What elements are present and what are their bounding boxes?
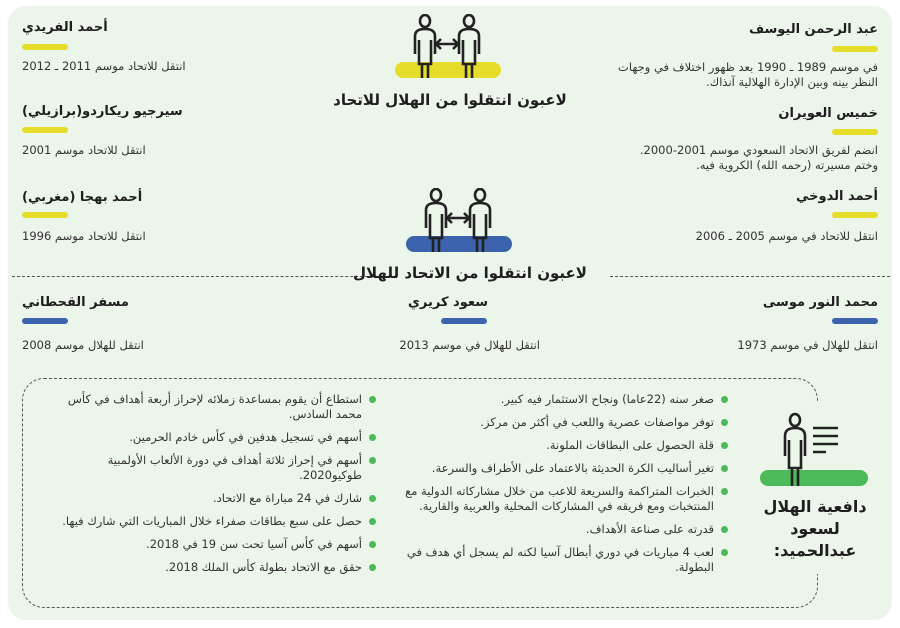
- player-text: انتقل للهلال في موسم 1973: [737, 338, 878, 352]
- reason-text: توفر مواصفات عصرية واللعب في أكثر من مرك…: [480, 415, 714, 429]
- reason-item: لعب 4 مباريات في دوري أبطال آسيا لكنه لم…: [388, 545, 728, 575]
- infographic-card: [8, 6, 892, 620]
- blue-bar: [441, 318, 487, 324]
- player-name: سعود كريري: [408, 295, 488, 310]
- divider: [610, 276, 890, 277]
- reason-item: أسهم في كأس آسيا تحت سن 19 في 2018.: [56, 537, 376, 552]
- bullet-icon: [721, 526, 728, 533]
- divider: [12, 276, 388, 277]
- bullet-icon: [369, 518, 376, 525]
- reason-item: قلة الحصول على البطاقات الملونة.: [388, 438, 728, 453]
- reason-text: أسهم في كأس آسيا تحت سن 19 في 2018.: [146, 537, 362, 551]
- player-text: انتقل للاتحاد موسم 2001: [22, 143, 146, 157]
- player-text: انتقل للاتحاد في موسم 2005 ـ 2006: [695, 229, 878, 243]
- player-list-icon: [760, 412, 868, 486]
- player-name: خميس العويران: [778, 106, 878, 121]
- player-name: أحمد الفريدي: [22, 20, 108, 35]
- player-text: في موسم 1989 ـ 1990 بعد ظهور اختلاف في و…: [618, 60, 878, 89]
- bullet-icon: [721, 465, 728, 472]
- bullet-icon: [721, 549, 728, 556]
- reason-text: قلة الحصول على البطاقات الملونة.: [546, 438, 714, 452]
- reason-item: أسهم في إحراز ثلاثة أهداف في دورة الألعا…: [56, 453, 376, 483]
- reason-item: شارك في 24 مباراة مع الاتحاد.: [56, 491, 376, 506]
- yellow-bar: [22, 44, 68, 50]
- reason-text: قدرته على صناعة الأهداف.: [585, 522, 714, 536]
- section-title: لاعبون انتقلوا من الاتحاد للهلال: [353, 264, 587, 282]
- yellow-bar: [22, 212, 68, 218]
- reason-text: الخبرات المتراكمة والسريعة للاعب من خلال…: [405, 484, 714, 513]
- player-name: مسفر القحطاني: [22, 295, 129, 310]
- player-text: انضم لفريق الاتحاد السعودي موسم 2001-200…: [639, 143, 878, 172]
- reason-item: قدرته على صناعة الأهداف.: [388, 522, 728, 537]
- reason-item: صغر سنه (22عاما) ونجاح الاستثمار فيه كبي…: [388, 392, 728, 407]
- section-title: دافعية الهلال لسعود عبدالحميد:: [763, 497, 867, 560]
- yellow-bar: [832, 212, 878, 218]
- reason-item: حصل على سبع بطاقات صفراء خلال المباريات …: [56, 514, 376, 529]
- reason-item: الخبرات المتراكمة والسريعة للاعب من خلال…: [388, 484, 728, 514]
- bullet-icon: [721, 396, 728, 403]
- player-name: عبد الرحمن اليوسف: [748, 22, 878, 37]
- reason-item: تغير أساليب الكرة الحديثة بالاعتماد على …: [388, 461, 728, 476]
- reason-text: أسهم في تسجيل هدفين في كأس خادم الحرمين.: [129, 430, 362, 444]
- bullet-icon: [369, 495, 376, 502]
- bullet-icon: [369, 396, 376, 403]
- player-text: انتقل للهلال في موسم 2013: [399, 338, 540, 352]
- reason-text: حصل على سبع بطاقات صفراء خلال المباريات …: [62, 514, 362, 528]
- reason-item: توفر مواصفات عصرية واللعب في أكثر من مرك…: [388, 415, 728, 430]
- reason-text: أسهم في إحراز ثلاثة أهداف في دورة الألعا…: [107, 453, 362, 482]
- blue-bar: [22, 318, 68, 324]
- player-text: انتقل للهلال موسم 2008: [22, 338, 144, 352]
- yellow-bar: [832, 129, 878, 135]
- reason-text: استطاع أن يقوم بمساعدة زملائه لإحراز أرب…: [67, 392, 362, 421]
- yellow-bar: [22, 127, 68, 133]
- bullet-icon: [369, 457, 376, 464]
- reason-text: حقق مع الاتحاد بطولة كأس الملك 2018.: [165, 560, 362, 574]
- player-text: انتقل للاتحاد موسم 1996: [22, 229, 146, 243]
- section-title: لاعبون انتقلوا من الهلال للاتحاد: [333, 91, 567, 109]
- reason-item: حقق مع الاتحاد بطولة كأس الملك 2018.: [56, 560, 376, 575]
- reason-text: شارك في 24 مباراة مع الاتحاد.: [212, 491, 362, 505]
- bullet-icon: [369, 434, 376, 441]
- player-name: أحمد الدوخي: [795, 189, 878, 204]
- reason-item: استطاع أن يقوم بمساعدة زملائه لإحراز أرب…: [56, 392, 376, 422]
- bullet-icon: [721, 442, 728, 449]
- blue-bar: [832, 318, 878, 324]
- bullet-icon: [369, 564, 376, 571]
- bullet-icon: [369, 541, 376, 548]
- player-name: أحمد بهجا (مغربي): [22, 190, 143, 205]
- bullet-icon: [721, 488, 728, 495]
- reasons-list-right: صغر سنه (22عاما) ونجاح الاستثمار فيه كبي…: [388, 392, 728, 583]
- reason-item: أسهم في تسجيل هدفين في كأس خادم الحرمين.: [56, 430, 376, 445]
- player-name: محمد النور موسى: [762, 295, 878, 310]
- players-transfer-icon: [406, 188, 512, 252]
- bullet-icon: [721, 419, 728, 426]
- reasons-list-left: استطاع أن يقوم بمساعدة زملائه لإحراز أرب…: [56, 392, 376, 583]
- reason-text: صغر سنه (22عاما) ونجاح الاستثمار فيه كبي…: [500, 392, 714, 406]
- player-name: سيرجيو ريكاردو(برازيلي): [22, 104, 183, 119]
- reason-text: لعب 4 مباريات في دوري أبطال آسيا لكنه لم…: [406, 545, 714, 574]
- players-transfer-icon: [395, 14, 501, 78]
- player-text: انتقل للاتحاد موسم 2011 ـ 2012: [22, 59, 186, 73]
- yellow-bar: [832, 46, 878, 52]
- reason-text: تغير أساليب الكرة الحديثة بالاعتماد على …: [431, 461, 714, 475]
